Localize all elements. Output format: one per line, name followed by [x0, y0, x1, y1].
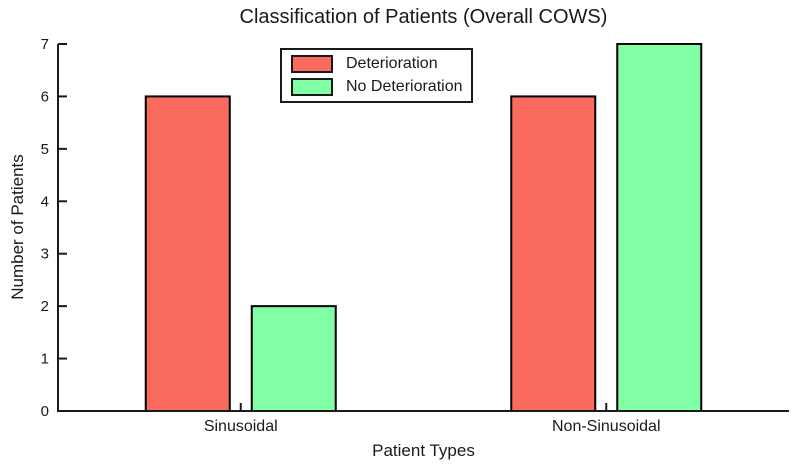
bar-deterioration-sinusoidal: [144, 95, 231, 413]
legend-label-deterioration: Deterioration: [346, 54, 438, 72]
legend-label-no-deterioration: No Deterioration: [346, 78, 463, 96]
legend-row-no-deterioration: No Deterioration: [291, 78, 463, 98]
legend-row-deterioration: Deterioration: [291, 54, 462, 74]
y-tick-label: 7: [41, 36, 49, 53]
y-axis-title: Number of Patients: [8, 154, 27, 300]
chart-title: Classification of Patients (Overall COWS…: [239, 6, 608, 28]
y-tick-label: 6: [41, 88, 49, 105]
legend: Deterioration No Deterioration: [280, 48, 473, 103]
x-axis-title: Patient Types: [372, 441, 475, 460]
x-tick-label-sinusoidal: Sinusoidal: [203, 418, 278, 435]
bar-deterioration-non-sinusoidal: [510, 95, 597, 413]
legend-swatch-no-deterioration: [291, 78, 333, 97]
y-tick-label: 4: [41, 193, 49, 210]
y-tick-label: 3: [41, 246, 49, 263]
y-tick-label: 0: [41, 403, 49, 420]
y-tick-label: 2: [41, 298, 49, 315]
y-tick-label: 5: [41, 141, 49, 158]
y-tick-label: 1: [41, 351, 49, 368]
bar-no-deterioration-sinusoidal: [250, 305, 337, 412]
x-tick-label-non-sinusoidal: Non-Sinusoidal: [551, 418, 661, 435]
bar-no-deterioration-non-sinusoidal: [616, 43, 703, 412]
legend-swatch-deterioration: [291, 54, 333, 73]
